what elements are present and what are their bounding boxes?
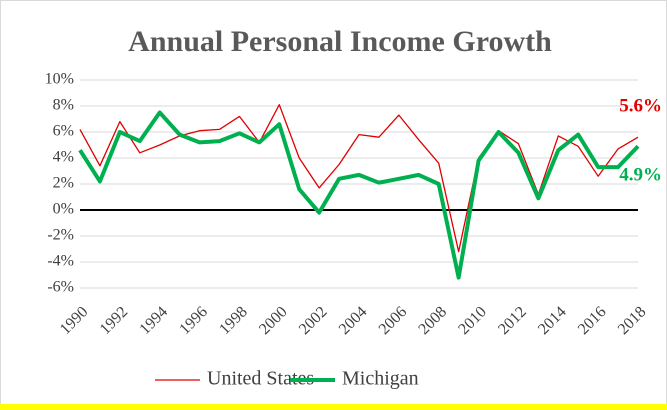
legend-label: United States: [207, 368, 314, 390]
value-label: 5.6%: [619, 96, 662, 117]
legend-label: Michigan: [342, 368, 419, 390]
y-tick-label: 8%: [53, 97, 74, 114]
y-tick-label: 10%: [45, 71, 74, 88]
series-line: [79, 104, 639, 253]
y-tick-label: 4%: [53, 149, 74, 166]
y-tick-label: -4%: [47, 253, 74, 270]
chart-title: Annual Personal Income Growth: [128, 25, 552, 58]
value-label: 4.9%: [619, 165, 662, 186]
y-tick-label: 6%: [53, 123, 74, 140]
y-tick-label: -2%: [47, 227, 74, 244]
y-tick-label: 0%: [53, 201, 74, 218]
series-line: [78, 110, 640, 280]
y-tick-label: -6%: [47, 279, 74, 296]
y-tick-label: 2%: [53, 175, 74, 192]
bottom-strip: [0, 404, 667, 410]
